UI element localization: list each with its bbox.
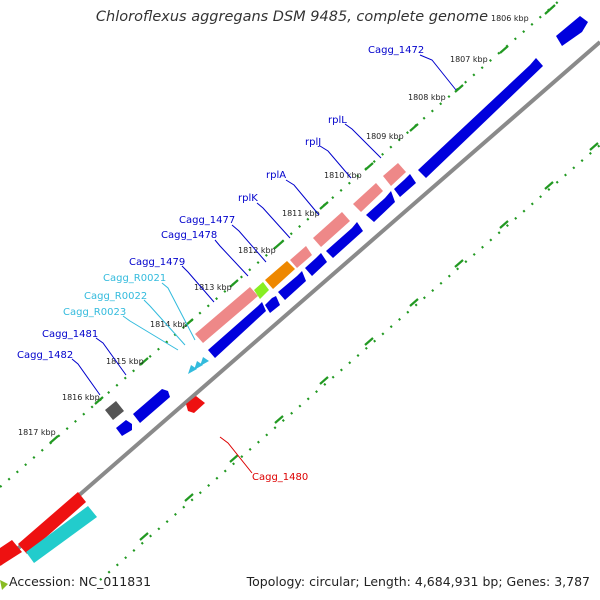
feature-track[interactable] (105, 163, 406, 420)
cds-cagg-1481 (133, 389, 170, 423)
feature-cyan (26, 506, 97, 563)
cds-cagg-1479-forward (208, 302, 266, 358)
cds-rplK-forward (305, 253, 327, 276)
gene-label-cagg-1482: Cagg_1482 (17, 350, 73, 361)
outer-tick-ring (0, 0, 561, 488)
kbp-label: 1812 kbp (238, 246, 276, 255)
trna-r0021 (200, 357, 209, 366)
cds-rplL-forward (394, 174, 416, 197)
forward-cds-track[interactable] (116, 16, 588, 436)
gene-label-cagg-r0021: Cagg_R0021 (103, 273, 166, 284)
kbp-label: 1816 kbp (62, 393, 100, 402)
gene-label-cagg-r0022: Cagg_R0022 (84, 291, 147, 302)
kbp-label: 1809 kbp (366, 132, 404, 141)
accession-label: Accession: NC_011831 (9, 574, 152, 589)
trna-r0023 (188, 365, 197, 374)
cds-rplJ-forward (366, 191, 395, 222)
gene-label-cagg-1472: Cagg_1472 (368, 45, 424, 56)
cds-cagg-1482 (116, 420, 132, 436)
feature-green (254, 282, 269, 299)
cds-rplA-forward (326, 222, 363, 258)
rrna-rplL (383, 163, 406, 186)
cds-cagg-1472 (418, 58, 543, 178)
reverse-track[interactable] (0, 396, 205, 590)
kbp-label: 1815 kbp (106, 357, 144, 366)
kbp-label: 1810 kbp (324, 171, 362, 180)
kbp-label: 1811 kbp (282, 209, 320, 218)
gene-label-rplJ: rplJ (305, 137, 321, 148)
rrna-cagg-1479 (195, 287, 258, 343)
inner-tick-ring (99, 142, 600, 581)
kbp-label: 1807 kbp (450, 55, 488, 64)
kbp-label: 1806 kbp (491, 14, 529, 23)
gene-label-cagg-1477: Cagg_1477 (179, 215, 235, 226)
gene-label-cagg-1479: Cagg_1479 (129, 257, 185, 268)
genome-backbone (0, 40, 600, 566)
cds-reverse-large (18, 492, 86, 554)
gene-label-rplA: rplA (266, 170, 286, 181)
trna-r0022 (194, 361, 203, 370)
cds-cagg-1477-forward (278, 271, 306, 300)
gene-labels: Cagg_1472 rplL rplJ rplA rplK Cagg_1477 … (17, 45, 424, 483)
gene-label-cagg-1478: Cagg_1478 (161, 230, 217, 241)
feature-small-edge (0, 580, 8, 590)
feature-gray (105, 401, 124, 420)
kbp-label: 1813 kbp (194, 283, 232, 292)
rrna-rplA (313, 212, 350, 247)
gene-label-rplK: rplK (238, 193, 258, 204)
kbp-label: 1817 kbp (18, 428, 56, 437)
genome-summary: Topology: circular; Length: 4,684,931 bp… (246, 574, 590, 589)
rrna-rplK (290, 246, 312, 268)
rrna-rplJ (353, 183, 383, 212)
gene-label-cagg-r0023: Cagg_R0023 (63, 307, 126, 318)
gene-label-cagg-1481: Cagg_1481 (42, 329, 98, 340)
cds-cagg-1480 (186, 396, 205, 413)
kbp-label: 1808 kbp (408, 93, 446, 102)
cds-cagg-1478-forward (265, 296, 280, 313)
kbp-label: 1814 kbp (150, 320, 188, 329)
gene-label-leaders (71, 54, 457, 474)
genome-title: Chloroflexus aggregans DSM 9485, complet… (95, 9, 488, 25)
feature-orange (265, 261, 295, 289)
cds-reverse-edge (0, 540, 22, 566)
gene-label-cagg-1480: Cagg_1480 (252, 472, 308, 483)
kbp-labels: 1806 kbp 1807 kbp 1808 kbp 1809 kbp 1810… (18, 14, 529, 437)
cds-top-right (556, 16, 588, 46)
gene-label-rplL: rplL (328, 115, 347, 126)
